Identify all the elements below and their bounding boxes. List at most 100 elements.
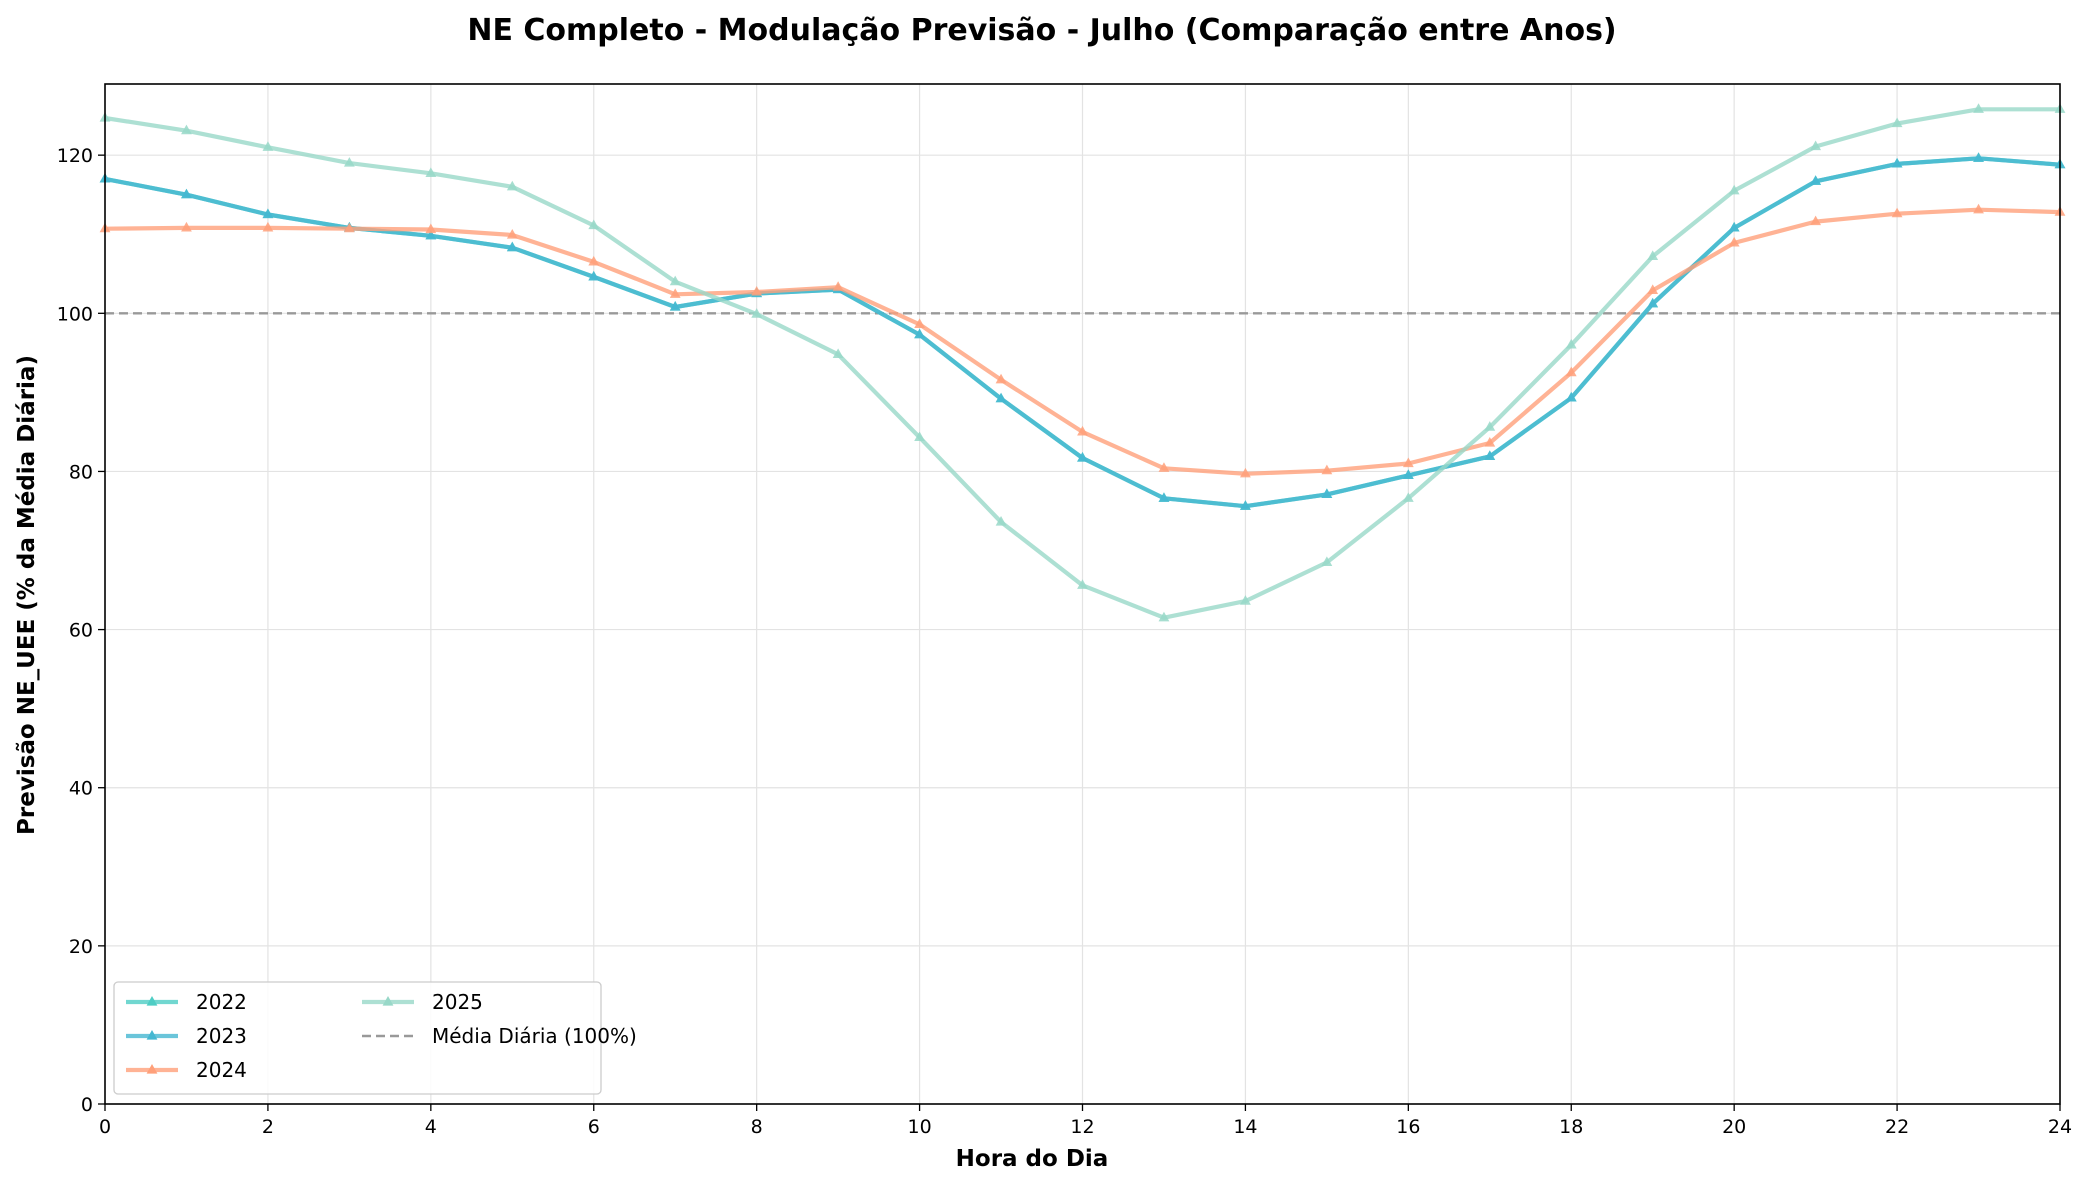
legend-marker	[146, 996, 158, 1006]
data-point	[1565, 366, 1577, 377]
x-tick-label: 2	[262, 1116, 274, 1138]
legend-marker	[146, 1064, 158, 1074]
x-tick-label: 16	[1396, 1116, 1420, 1138]
data-point	[506, 241, 518, 252]
x-tick-label: 6	[588, 1116, 600, 1138]
x-tick-label: 0	[99, 1116, 111, 1138]
series-2024	[99, 203, 2066, 478]
x-tick-label: 10	[907, 1116, 931, 1138]
data-point	[1728, 236, 1740, 247]
data-point	[588, 270, 600, 281]
y-tick-label: 120	[57, 145, 93, 167]
data-point	[262, 208, 274, 219]
data-point	[1810, 175, 1822, 185]
data-point	[751, 308, 763, 318]
legend-marker	[382, 996, 394, 1006]
legend-label: Média Diária (100%)	[432, 1024, 637, 1048]
y-tick-label: 40	[69, 778, 93, 800]
data-point	[1973, 203, 1984, 214]
data-point	[1891, 207, 1903, 218]
data-point	[914, 431, 925, 442]
data-point	[425, 223, 437, 234]
x-tick-label: 20	[1722, 1116, 1746, 1138]
data-point	[832, 348, 844, 359]
data-point	[669, 288, 681, 298]
data-point	[425, 167, 437, 177]
data-point	[588, 219, 600, 230]
data-point	[1891, 117, 1903, 128]
data-point	[995, 392, 1007, 403]
data-point	[343, 222, 355, 233]
data-point	[262, 141, 274, 151]
data-point	[181, 188, 192, 199]
data-point	[1158, 611, 1170, 622]
data-point	[1402, 457, 1414, 468]
series-2025	[99, 103, 2066, 622]
data-point	[1158, 492, 1170, 502]
data-point	[588, 255, 600, 266]
x-tick-label: 12	[1070, 1116, 1094, 1138]
data-point	[1565, 338, 1577, 349]
data-point	[1240, 467, 1251, 478]
x-tick-label: 4	[425, 1116, 437, 1138]
legend-label: 2024	[196, 1058, 247, 1082]
data-point	[1728, 221, 1740, 232]
series-group	[99, 103, 2066, 622]
chart-title: NE Completo - Modulação Previsão - Julho…	[467, 13, 1616, 48]
data-point	[1647, 297, 1659, 308]
legend-marker	[146, 1030, 158, 1040]
grid	[104, 84, 2061, 1105]
data-point	[1077, 425, 1088, 436]
data-point	[181, 124, 192, 135]
x-tick-label: 22	[1885, 1116, 1909, 1138]
data-point	[262, 221, 274, 232]
legend-label: 2023	[196, 1024, 247, 1048]
x-tick-label: 14	[1233, 1116, 1257, 1138]
x-tick-label: 18	[1559, 1116, 1583, 1138]
data-point	[1728, 184, 1740, 195]
data-point	[1158, 462, 1170, 472]
legend: 2022 2023 2024 2025 Média Diária (100%)	[113, 981, 637, 1095]
data-point	[1647, 250, 1659, 260]
x-tick-label: 8	[751, 1116, 763, 1138]
data-point	[1565, 391, 1577, 402]
data-point	[1484, 450, 1496, 461]
data-point	[669, 300, 681, 311]
legend-box	[113, 981, 602, 1095]
data-point	[1484, 421, 1496, 431]
y-tick-label: 80	[69, 461, 93, 483]
data-point	[1810, 140, 1822, 151]
data-point	[1402, 492, 1414, 502]
data-point	[751, 285, 763, 296]
legend-label: 2022	[196, 990, 247, 1014]
data-point	[181, 221, 192, 232]
data-point	[1973, 103, 1984, 113]
data-point	[1321, 488, 1333, 498]
y-axis-label: Previsão NE_UEE (% da Média Diária)	[14, 355, 40, 835]
data-point	[1484, 436, 1496, 447]
legend-label: 2025	[432, 990, 483, 1014]
data-point	[506, 180, 518, 191]
data-point	[425, 229, 437, 240]
data-point	[1810, 215, 1822, 226]
y-tick-label: 60	[69, 620, 93, 642]
x-axis-label: Hora do Dia	[956, 1146, 1109, 1172]
data-point	[1321, 464, 1333, 475]
data-point	[669, 275, 681, 286]
x-axis-ticks: 0 2 4 6 8 10 12 14 16 18 20 22 24	[99, 1104, 2072, 1138]
y-axis-ticks: 0 20 40 60 80 100 120	[57, 145, 105, 1116]
data-point	[1973, 152, 1984, 162]
data-point	[1077, 579, 1088, 589]
data-point	[506, 229, 518, 239]
data-point	[1240, 595, 1251, 605]
data-point	[1891, 157, 1903, 168]
data-point	[1321, 556, 1333, 566]
data-point	[995, 373, 1007, 384]
data-point	[1402, 469, 1414, 479]
data-point	[1647, 284, 1659, 294]
data-point	[343, 157, 355, 167]
data-point	[1240, 500, 1251, 510]
y-tick-label: 0	[81, 1094, 93, 1116]
y-tick-label: 20	[69, 936, 93, 958]
